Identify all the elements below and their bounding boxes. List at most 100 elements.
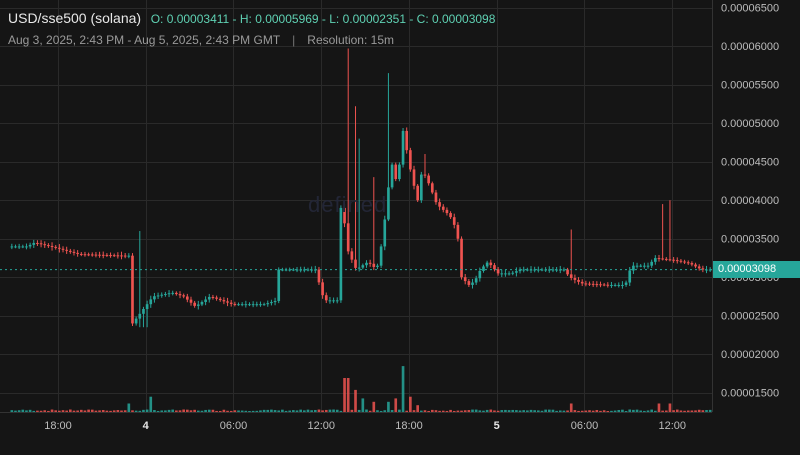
candle-body <box>28 244 32 247</box>
candle <box>328 296 332 304</box>
candle-body <box>547 269 551 271</box>
volume-bar <box>423 410 427 412</box>
volume-bar <box>153 410 156 412</box>
volume-bar <box>558 410 562 412</box>
volume-bar <box>690 410 694 412</box>
volume-bars <box>10 366 712 412</box>
candle <box>207 293 211 303</box>
time-axis[interactable]: 18:00 4 06:00 12:00 18:00 5 06:00 12:00 <box>44 420 686 432</box>
candle-body <box>613 284 617 286</box>
volume-bar <box>478 410 482 412</box>
candle-body <box>617 284 621 286</box>
candle <box>526 267 529 272</box>
candle-body <box>47 245 50 247</box>
candle <box>350 248 354 263</box>
candle-body <box>251 304 255 306</box>
candle <box>123 252 127 259</box>
candle-body <box>350 251 354 260</box>
volume-bar <box>50 409 54 412</box>
volume-bar <box>569 403 573 412</box>
resolution-label[interactable]: Resolution: 15m <box>307 33 394 47</box>
volume-bar <box>160 410 164 412</box>
volume-bar <box>361 398 365 412</box>
candle-body <box>635 265 639 267</box>
chart-subheader: Aug 3, 2025, 2:43 PM - Aug 5, 2025, 2:43… <box>8 33 394 47</box>
price-axis[interactable]: 0.00006500 0.00006000 0.00005500 0.00005000… <box>721 3 779 400</box>
candle <box>145 300 149 328</box>
candle-body <box>526 269 529 271</box>
candle <box>361 263 365 270</box>
volume-bar <box>650 409 653 412</box>
volume-bar <box>694 410 697 412</box>
candle-body <box>270 302 273 304</box>
candle <box>409 147 412 172</box>
candle-body <box>14 246 17 248</box>
candle-body <box>650 261 653 266</box>
candle <box>683 259 686 265</box>
candle-body <box>248 304 251 306</box>
volume-bar <box>101 410 105 412</box>
volume-bar <box>303 410 306 412</box>
candlestick-series <box>10 48 712 328</box>
volume-bar <box>171 409 175 412</box>
candle-body <box>482 266 485 271</box>
candle-body <box>266 303 270 305</box>
volume-bar <box>705 409 708 412</box>
last-price-tag: 0.00003098 <box>713 261 800 279</box>
volume-bar <box>215 410 218 412</box>
candle <box>222 297 226 305</box>
candle <box>244 300 248 308</box>
candle-body <box>295 269 299 271</box>
candle-body <box>90 254 94 256</box>
volume-bar <box>350 409 354 412</box>
candle <box>617 282 621 288</box>
candle <box>493 262 496 272</box>
volume-bar <box>175 410 178 412</box>
volume-bar <box>471 409 474 412</box>
candle <box>675 257 679 264</box>
candle-body <box>405 130 409 151</box>
candle-body <box>584 283 588 285</box>
candle-body <box>599 284 602 286</box>
volume-bar <box>566 410 569 412</box>
volume-bar <box>654 410 657 412</box>
candle-body <box>171 292 175 294</box>
candle-body <box>412 169 416 186</box>
candle-body <box>694 264 697 267</box>
candle-body <box>145 304 149 309</box>
candle <box>379 244 383 268</box>
candle <box>423 154 427 179</box>
symbol-title[interactable]: USD/sse500 (solana) <box>8 10 142 26</box>
candle-body <box>654 258 657 262</box>
candle <box>515 267 518 277</box>
candle-body <box>621 284 624 286</box>
candle <box>196 300 200 310</box>
volume-bar <box>602 410 606 412</box>
candle <box>240 302 244 307</box>
candle-body <box>496 269 500 274</box>
volume-bar <box>98 410 101 412</box>
volume-bar <box>346 378 350 412</box>
separator: | <box>292 33 296 47</box>
volume-bar <box>697 409 701 412</box>
candle-body <box>683 261 686 263</box>
candle <box>54 245 58 250</box>
candle-body <box>189 299 193 303</box>
candle <box>98 251 101 258</box>
volume-bar <box>17 410 21 412</box>
candle <box>186 293 189 303</box>
candle-body <box>518 269 522 272</box>
candle-body <box>562 269 566 271</box>
volume-bar <box>668 403 672 412</box>
candle <box>112 253 116 257</box>
candle-body <box>182 295 185 297</box>
candle <box>200 300 204 307</box>
candle-body <box>226 301 229 303</box>
candle-body <box>83 254 87 256</box>
volume-bar <box>237 410 240 412</box>
candle-body <box>317 269 321 283</box>
candle <box>602 282 606 287</box>
candle-body <box>679 260 683 262</box>
